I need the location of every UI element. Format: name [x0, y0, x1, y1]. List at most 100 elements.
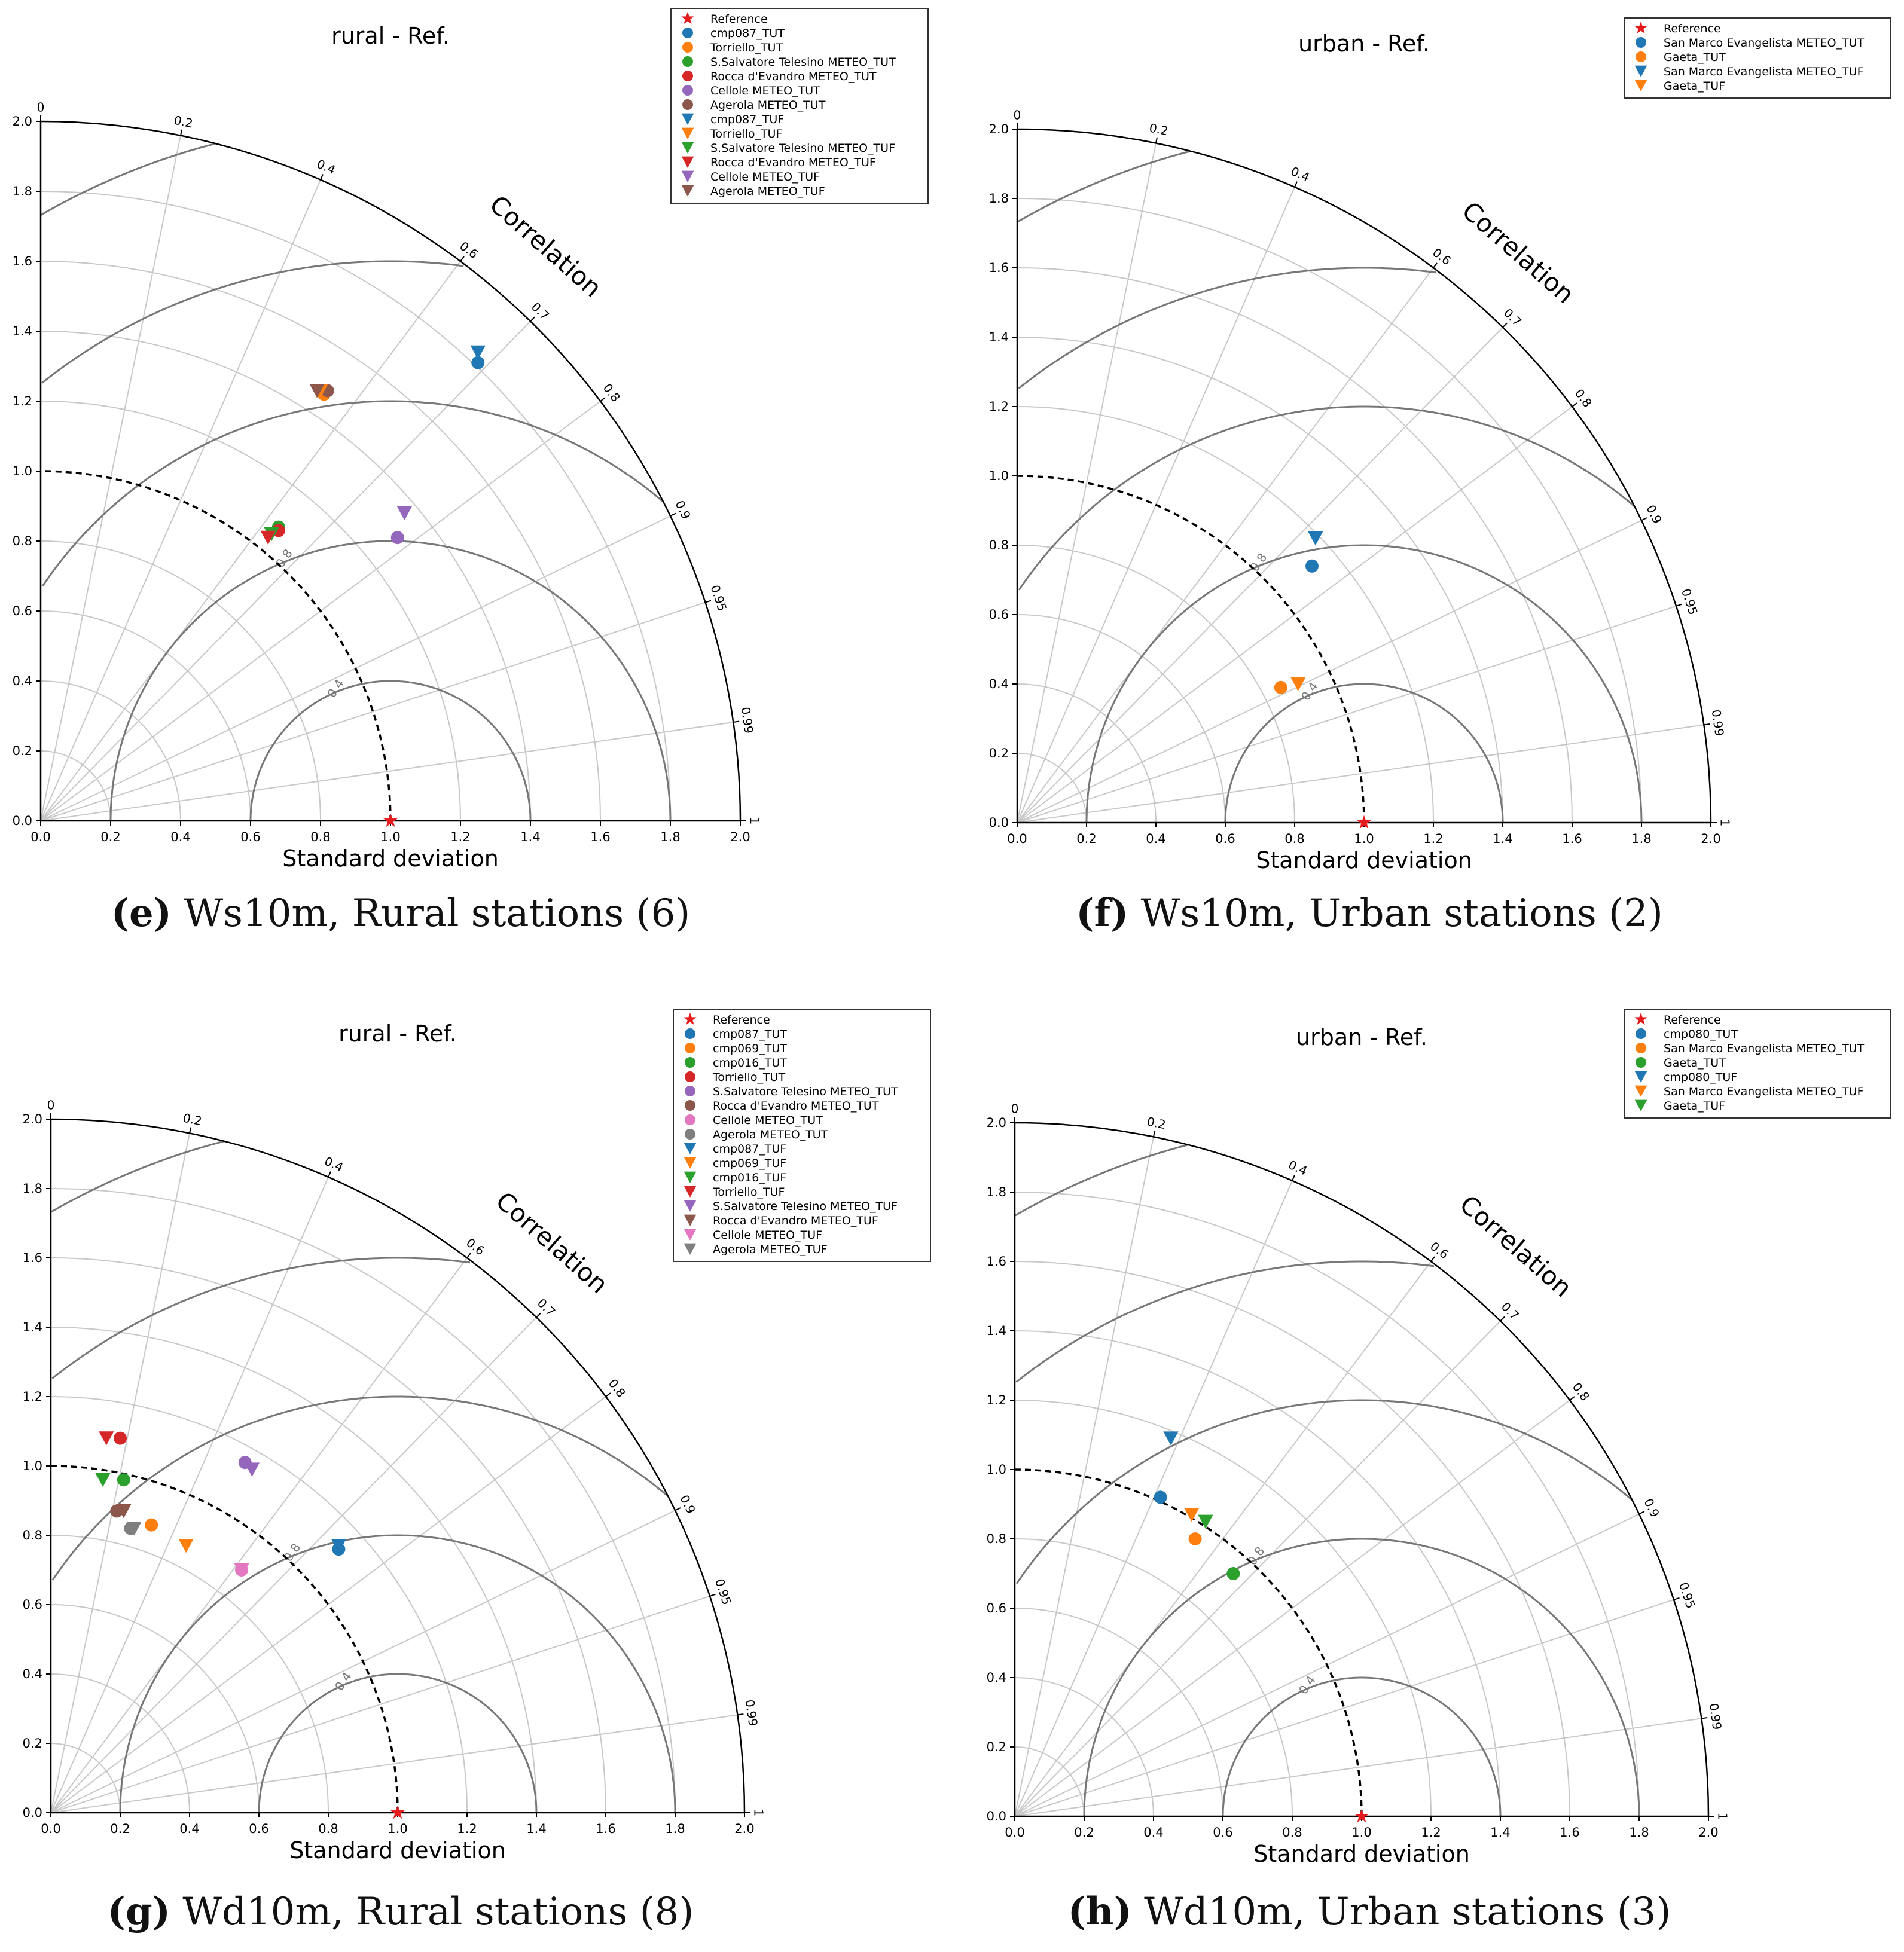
correlation-tick-label: 0.6 — [463, 1235, 487, 1258]
std-gridline — [50, 1604, 260, 1813]
correlation-tick — [705, 600, 712, 603]
std-gridline — [50, 1673, 190, 1813]
correlation-tick-label: 0.2 — [173, 113, 194, 131]
x-tick-label: 1.4 — [526, 1822, 546, 1836]
y-tick-label: 1.2 — [13, 394, 32, 408]
legend-label: San Marco Evangelista METEO_TUF — [1664, 1085, 1864, 1098]
legend-marker — [681, 142, 694, 154]
x-tick-label: 0.4 — [1146, 832, 1165, 846]
legend-box — [670, 8, 929, 204]
y-tick-label: 0.2 — [13, 744, 32, 758]
correlation-tick — [1502, 322, 1508, 328]
correlation-gridline — [40, 601, 706, 821]
legend-marker — [681, 113, 694, 125]
correlation-tick — [1500, 1316, 1505, 1322]
legend-label: Torriello_TUT — [712, 1071, 785, 1084]
outer-arc — [50, 1118, 746, 1813]
legend-label: Gaeta_TUT — [1664, 51, 1726, 64]
correlation-tick — [328, 1171, 331, 1178]
correlation-axis-label: Correlation — [1457, 195, 1580, 309]
outer-arc — [1014, 1122, 1710, 1817]
correlation-gridline — [1014, 1718, 1702, 1817]
x-tick-label: 2.0 — [734, 1822, 754, 1836]
correlation-gridline — [50, 1133, 190, 1813]
outer-arc — [40, 120, 742, 821]
legend-label: cmp087_TUF — [710, 113, 784, 126]
correlation-tick — [1430, 1256, 1435, 1262]
legend-label: cmp087_TUF — [713, 1143, 786, 1156]
correlation-tick-label: 1 — [1716, 1813, 1730, 1820]
correlation-tick — [1433, 262, 1438, 268]
reference-point — [383, 813, 398, 827]
legend-label: cmp087_TUT — [713, 1028, 787, 1041]
legend-marker — [682, 85, 693, 96]
y-tick-label: 1.4 — [989, 330, 1009, 344]
y-tick-label: 0.0 — [13, 814, 32, 828]
rms-contour — [249, 680, 532, 821]
correlation-tick — [530, 316, 535, 322]
data-point-triangle — [99, 1431, 114, 1446]
correlation-gridline — [40, 261, 461, 821]
legend-marker — [685, 1071, 695, 1082]
correlation-gridline — [1017, 406, 1573, 823]
legend-marker — [684, 1171, 697, 1183]
legend-marker — [681, 127, 694, 139]
std-gridline — [1017, 267, 1573, 823]
std-gridline — [40, 610, 251, 821]
x-axis-label: Standard deviation — [282, 845, 499, 872]
data-point-circle — [390, 531, 404, 545]
correlation-tick — [1572, 402, 1577, 407]
x-tick-label: 2.0 — [1701, 832, 1720, 846]
y-tick-label: 0.8 — [13, 534, 32, 548]
y-tick-label: 2.0 — [989, 122, 1009, 136]
reference-point — [390, 1805, 405, 1819]
taylor-diagram-f: 0.4 0.8 0.0 0.0 0.2 0.2 0.4 0.4 0.6 0.6 0.8 0.8 1.0 1… — [989, 17, 1891, 873]
legend-marker — [682, 99, 693, 110]
x-tick-label: 0.4 — [179, 1822, 199, 1836]
correlation-tick — [737, 1713, 744, 1716]
y-tick-label: 0.0 — [23, 1806, 42, 1820]
y-tick-label: 1.4 — [987, 1324, 1006, 1338]
x-tick-label: 0.6 — [1213, 1825, 1232, 1840]
correlation-tick — [605, 1392, 611, 1397]
legend-label: Cellole METEO_TUF — [713, 1229, 822, 1242]
std-gridline — [40, 750, 111, 821]
x-tick-label: 1.8 — [1629, 1825, 1649, 1840]
data-point-triangle — [470, 345, 486, 360]
correlation-gridline — [1017, 143, 1157, 823]
legend-label: Torriello_TUT — [710, 41, 783, 54]
correlation-axis-label: Correlation — [490, 1186, 614, 1299]
reference-std-arc — [1017, 475, 1365, 823]
caption-letter: (h) — [1067, 1889, 1132, 1934]
y-tick-label: 1.6 — [987, 1254, 1006, 1269]
outer-arc — [1017, 128, 1712, 823]
legend-label: Gaeta_TUT — [1664, 1056, 1726, 1070]
rms-contour — [1222, 1676, 1502, 1816]
reference-point — [1357, 815, 1371, 829]
x-tick-label: 0.4 — [1143, 1825, 1163, 1840]
correlation-tick-label: 1 — [752, 1809, 766, 1817]
legend-marker — [1636, 51, 1646, 62]
legend-label: cmp069_TUT — [713, 1042, 787, 1055]
legend-marker — [681, 170, 694, 182]
x-tick-label: 0.4 — [170, 830, 190, 844]
y-tick-label: 1.8 — [23, 1181, 42, 1196]
correlation-tick-label: 0.95 — [1679, 587, 1701, 617]
legend-marker — [685, 1057, 695, 1068]
correlation-tick-label: 0.2 — [182, 1110, 203, 1128]
rms-contour-label: 0.8 — [273, 546, 295, 570]
y-tick-label: 1.0 — [23, 1459, 42, 1473]
legend-box — [1624, 1009, 1891, 1119]
correlation-gridline — [50, 1257, 468, 1813]
data-point-triangle — [1184, 1508, 1200, 1522]
correlation-tick — [1292, 1175, 1295, 1181]
correlation-gridline — [50, 1396, 606, 1813]
legend-marker — [1634, 1085, 1647, 1097]
correlation-gridline — [1017, 605, 1677, 823]
legend-label: cmp016_TUT — [713, 1056, 787, 1070]
correlation-tick — [675, 1507, 681, 1511]
std-gridline — [50, 1188, 676, 1813]
data-point-circle — [117, 1473, 130, 1487]
chart-title: urban - Ref. — [1296, 1024, 1427, 1050]
